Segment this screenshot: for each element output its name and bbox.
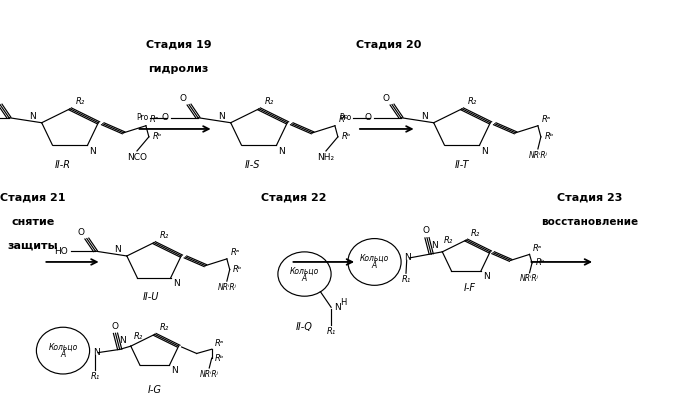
- Text: Стадия 21: Стадия 21: [0, 193, 66, 202]
- Text: II-T: II-T: [455, 160, 469, 170]
- Text: защиты: защиты: [8, 241, 58, 251]
- Text: O: O: [382, 93, 389, 103]
- Text: Pro: Pro: [339, 113, 351, 122]
- Text: Rᵃ: Rᵃ: [533, 244, 542, 253]
- Text: Стадия 19: Стадия 19: [146, 39, 211, 49]
- Text: II-U: II-U: [142, 292, 159, 302]
- Text: Rᵃ: Rᵃ: [541, 115, 550, 124]
- Text: R₂: R₂: [471, 229, 480, 238]
- Text: восстановление: восстановление: [542, 217, 638, 226]
- Text: N: N: [93, 348, 100, 357]
- Text: II-S: II-S: [244, 160, 260, 170]
- Text: R₁: R₁: [90, 372, 100, 380]
- Text: O: O: [179, 93, 186, 103]
- Text: Rᵇ: Rᵇ: [342, 132, 351, 141]
- Text: R₂: R₂: [160, 323, 169, 332]
- Text: NH₂: NH₂: [317, 153, 335, 162]
- Text: N: N: [172, 366, 178, 376]
- Text: R₂: R₂: [76, 97, 85, 106]
- Text: A: A: [302, 274, 307, 283]
- Text: R₂: R₂: [444, 236, 453, 245]
- Text: A: A: [372, 262, 377, 270]
- Text: N: N: [430, 241, 438, 250]
- Text: R₂: R₂: [134, 332, 143, 341]
- Text: Rᵃ: Rᵃ: [338, 115, 347, 124]
- Text: Стадия 22: Стадия 22: [261, 193, 327, 202]
- Text: NCO: NCO: [127, 154, 147, 162]
- Text: H: H: [340, 298, 346, 307]
- Text: Кольцо: Кольцо: [48, 343, 78, 352]
- Text: A: A: [60, 350, 66, 359]
- Text: Кольцо: Кольцо: [360, 254, 389, 263]
- Text: R₁: R₁: [326, 327, 336, 337]
- Text: O: O: [365, 113, 372, 122]
- Text: I-G: I-G: [148, 385, 162, 395]
- Text: Rᵇ: Rᵇ: [233, 265, 243, 274]
- Text: Кольцо: Кольцо: [290, 266, 319, 275]
- Text: O: O: [423, 226, 430, 235]
- Text: Стадия 20: Стадия 20: [356, 39, 421, 49]
- Text: N: N: [279, 147, 286, 156]
- Text: R₂: R₂: [468, 97, 477, 106]
- Text: Стадия 23: Стадия 23: [557, 193, 623, 202]
- Text: Rᵇ: Rᵇ: [153, 132, 162, 141]
- Text: N: N: [173, 279, 180, 288]
- Text: N: N: [119, 336, 126, 345]
- Text: гидролиз: гидролиз: [148, 64, 209, 73]
- Text: R₁: R₁: [401, 275, 411, 284]
- Text: N: N: [90, 147, 97, 156]
- Text: II-R: II-R: [55, 160, 71, 170]
- Text: O: O: [162, 113, 169, 122]
- Text: Rᵃ: Rᵃ: [149, 115, 158, 124]
- Text: I-F: I-F: [463, 283, 476, 293]
- Text: N: N: [482, 147, 489, 156]
- Text: NRⁱRʲ: NRⁱRʲ: [528, 151, 547, 160]
- Text: N: N: [405, 253, 412, 262]
- Text: R₂: R₂: [265, 97, 274, 106]
- Text: Rᵇ: Rᵇ: [545, 132, 554, 141]
- Text: Rᵃ: Rᵃ: [230, 248, 239, 257]
- Text: N: N: [29, 112, 36, 121]
- Text: Rᵇ: Rᵇ: [215, 353, 225, 363]
- Text: Rᵇ: Rᵇ: [536, 258, 545, 268]
- Text: NRⁱRʲ: NRⁱRʲ: [199, 370, 218, 378]
- Text: N: N: [335, 303, 342, 312]
- Text: N: N: [421, 112, 428, 121]
- Text: NRⁱRʲ: NRⁱRʲ: [520, 274, 539, 283]
- Text: снятие: снятие: [11, 217, 55, 226]
- Text: Rᵃ: Rᵃ: [215, 339, 225, 348]
- Text: O: O: [77, 228, 84, 237]
- Text: N: N: [114, 245, 120, 254]
- Text: II-Q: II-Q: [296, 322, 313, 332]
- Text: N: N: [483, 272, 490, 281]
- Text: HO: HO: [55, 247, 69, 256]
- Text: R₂: R₂: [160, 231, 169, 240]
- Text: Pro: Pro: [136, 113, 148, 122]
- Text: N: N: [218, 112, 225, 121]
- Text: NRⁱRʲ: NRⁱRʲ: [218, 283, 237, 292]
- Text: O: O: [111, 322, 118, 331]
